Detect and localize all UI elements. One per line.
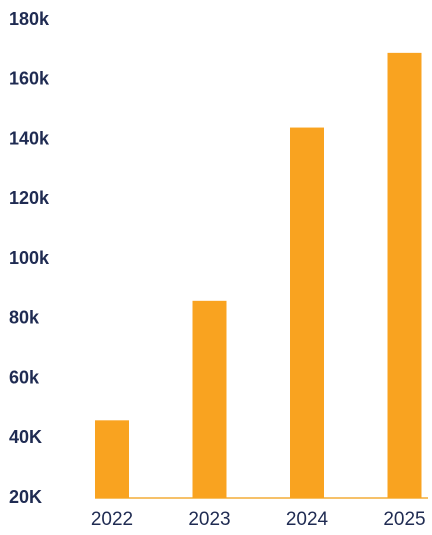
y-tick-label: 120k bbox=[9, 188, 50, 208]
y-tick-label: 100k bbox=[9, 248, 50, 268]
x-axis-tick-labels: 2022 2023 2024 2025 bbox=[91, 509, 426, 530]
y-tick-label: 40K bbox=[9, 427, 42, 447]
x-tick-label: 2023 bbox=[188, 509, 230, 530]
x-tick-label: 2024 bbox=[286, 509, 329, 530]
x-tick-label: 2025 bbox=[383, 509, 425, 530]
y-tick-label: 180k bbox=[9, 9, 50, 29]
y-tick-label: 20K bbox=[9, 487, 42, 507]
bars bbox=[95, 52, 422, 499]
bar-2024 bbox=[290, 127, 324, 499]
y-tick-label: 140k bbox=[9, 128, 50, 148]
y-tick-label: 160k bbox=[9, 69, 50, 89]
y-axis-tick-labels: 20K 40K 60k 80k 100k 120k 140k 160k 180k bbox=[9, 9, 50, 507]
bar-2023 bbox=[192, 300, 227, 498]
y-tick-label: 80k bbox=[9, 308, 40, 328]
bar-2025 bbox=[387, 52, 422, 499]
bar-2022 bbox=[95, 420, 129, 498]
x-tick-label: 2022 bbox=[91, 509, 133, 530]
y-tick-label: 60k bbox=[9, 367, 40, 387]
